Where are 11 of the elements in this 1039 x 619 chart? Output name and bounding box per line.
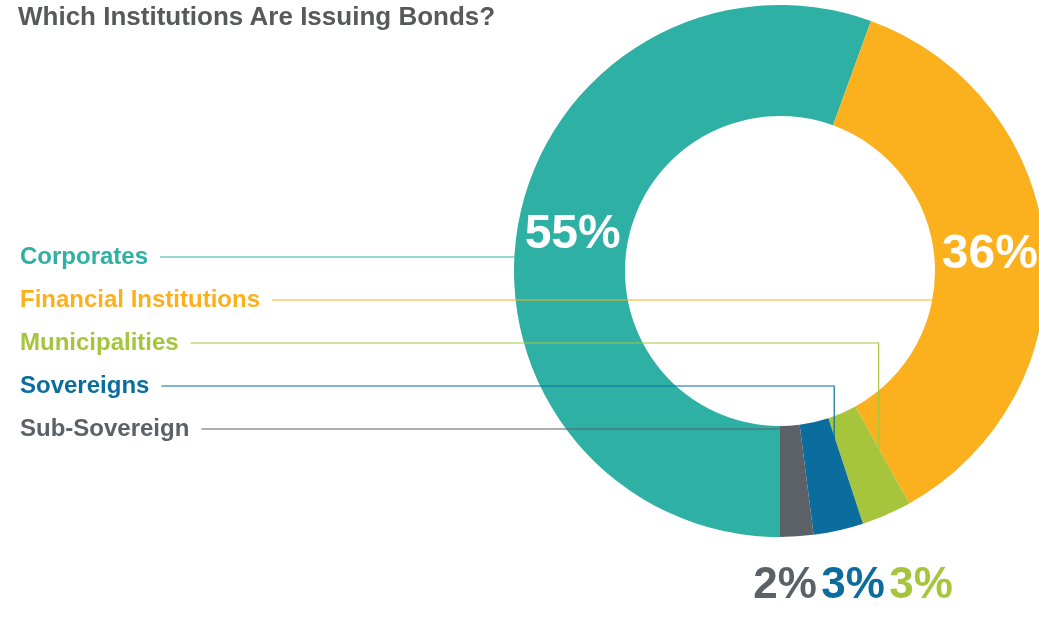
slice-label: Financial Institutions <box>20 285 261 312</box>
data-label: 3% <box>821 558 885 607</box>
data-label: 36% <box>941 225 1038 279</box>
data-label: 55% <box>524 205 621 259</box>
slice-label: Municipalities <box>20 328 179 355</box>
slice-label: Corporates <box>20 242 149 269</box>
slice-label: Sub-Sovereign <box>20 414 190 441</box>
chart-title: Which Institutions Are Issuing Bonds? <box>18 1 496 31</box>
data-label: 3% <box>889 558 953 607</box>
data-label: 2% <box>753 558 817 607</box>
slice-label: Sovereigns <box>20 371 150 398</box>
